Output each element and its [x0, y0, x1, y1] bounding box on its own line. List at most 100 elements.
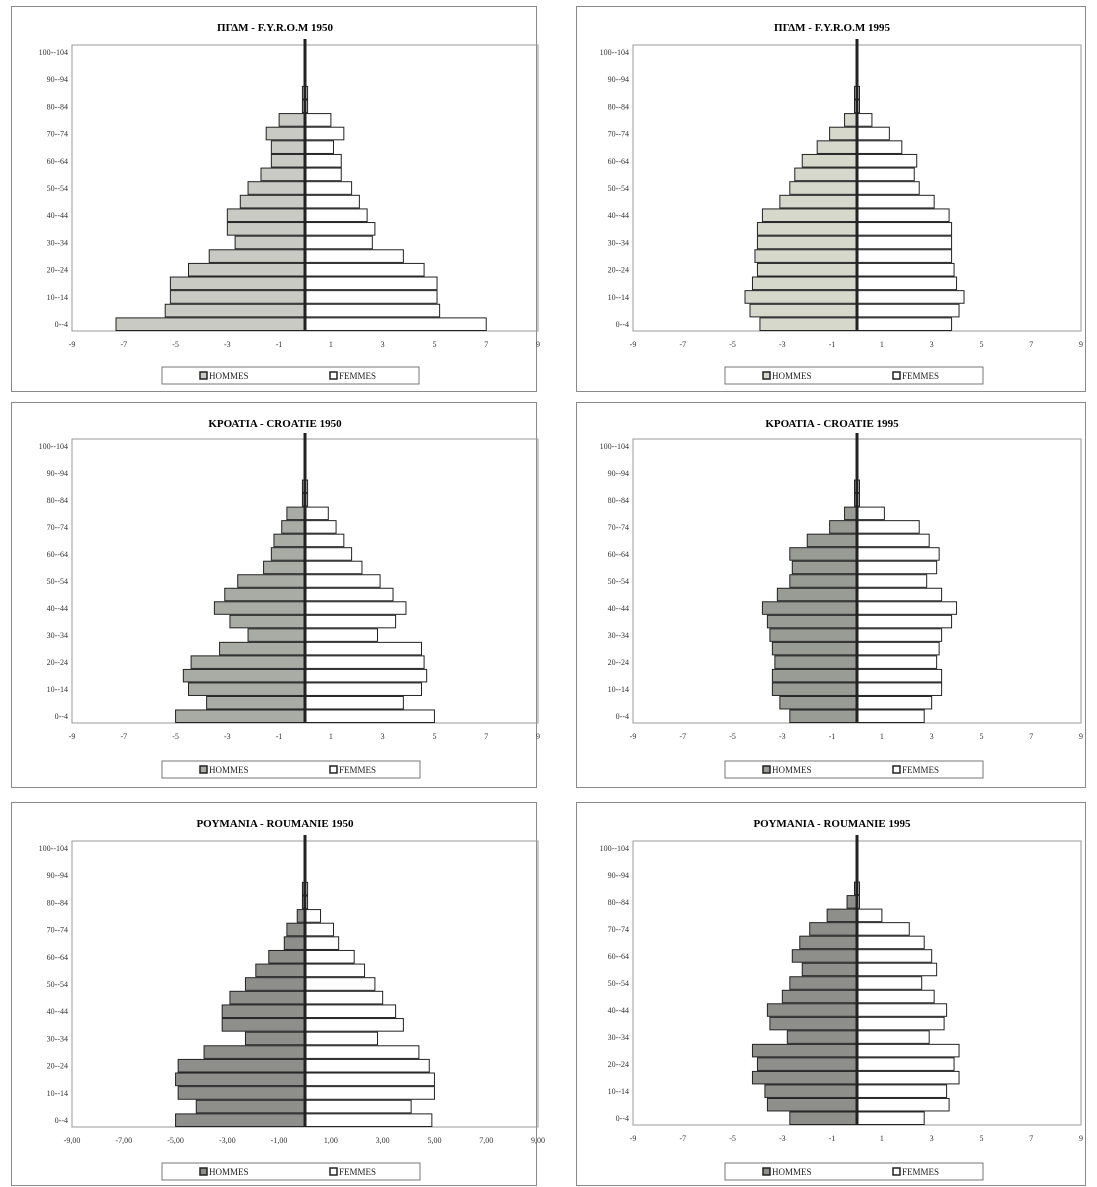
bar-hommes-75--79	[286, 506, 306, 521]
bar-hommes-5--9	[766, 1097, 858, 1112]
bar-hommes-30--34	[234, 235, 306, 250]
legend-swatch	[762, 765, 771, 774]
bar-hommes-65--69	[799, 935, 858, 950]
bar-hommes-35--39	[766, 614, 858, 629]
x-tick-label: -7,00	[115, 1136, 132, 1145]
y-tick-label: 50--54	[608, 979, 629, 988]
y-tick-label: 20--24	[608, 1060, 629, 1069]
y-tick-label: 40--44	[47, 1007, 68, 1016]
bar-hommes-30--34	[769, 628, 858, 642]
y-tick-label: 40--44	[608, 604, 629, 613]
x-tick-label: 9	[536, 732, 540, 741]
legend-label: FEMMES	[902, 765, 939, 775]
x-tick-label: -1,00	[271, 1136, 288, 1145]
bar-hommes-50--54	[247, 181, 306, 195]
y-tick-label: 100--104	[600, 844, 629, 853]
bar-hommes-25--29	[751, 1043, 858, 1058]
x-tick-label: -7	[120, 340, 127, 349]
bar-femmes-40--44	[304, 1004, 397, 1019]
bar-femmes-50--54	[856, 181, 920, 195]
bar-femmes-50--54	[304, 977, 376, 991]
legend-box	[161, 760, 421, 779]
bar-hommes-15--19	[751, 276, 858, 291]
bar-hommes-45--49	[781, 989, 858, 1004]
y-tick-label: 20--24	[47, 658, 68, 667]
bar-femmes-10--14	[856, 682, 943, 696]
x-tick-label: -5	[172, 340, 179, 349]
bar-hommes-75--79	[844, 506, 858, 521]
bar-hommes-45--49	[229, 990, 306, 1005]
chart-panel-croatie-1995: ΚΡΟΑΤΙΑ - CROATIE 1995 0--4 10--14 20--24 30…	[576, 402, 1086, 788]
bar-hommes-35--39	[226, 222, 306, 236]
y-tick-label: 0--4	[55, 712, 68, 721]
y-tick-label: 50--54	[47, 184, 68, 193]
bar-femmes-5--9	[856, 1097, 950, 1112]
legend-label: FEMMES	[339, 1167, 376, 1177]
bar-femmes-20--24	[304, 262, 425, 277]
x-tick-label: 3	[381, 732, 385, 741]
bar-hommes-55--59	[801, 962, 858, 977]
pyramid-chart: ΚΡΟΑΤΙΑ - CROATIE 1950 0--4 10--14 20--24 30…	[39, 418, 540, 779]
y-tick-label: 80--84	[47, 102, 68, 111]
bar-hommes-0--4	[789, 1111, 858, 1126]
y-tick-label: 90--94	[47, 75, 68, 84]
bar-femmes-40--44	[304, 601, 407, 615]
y-tick-label: 60--64	[608, 157, 629, 166]
x-tick-label: -3	[224, 340, 231, 349]
y-tick-label: 80--84	[608, 898, 629, 907]
bar-femmes-20--24	[856, 655, 938, 669]
x-tick-label: 3	[930, 340, 934, 349]
bar-hommes-35--39	[769, 1016, 858, 1031]
legend-swatch	[762, 371, 771, 380]
x-tick-label: 3	[381, 340, 385, 349]
bar-hommes-40--44	[761, 601, 858, 615]
legend-swatch	[892, 1167, 901, 1176]
bar-femmes-5--9	[304, 1099, 412, 1114]
bar-hommes-65--69	[816, 140, 858, 154]
bar-femmes-15--19	[856, 276, 958, 291]
x-tick-label: -1	[829, 1134, 836, 1143]
x-tick-label: -3	[779, 732, 786, 741]
y-tick-label: 10--14	[47, 293, 68, 302]
y-tick-label: 90--94	[47, 469, 68, 478]
x-tick-label: -7	[679, 732, 686, 741]
bar-hommes-10--14	[188, 682, 306, 696]
bar-hommes-20--24	[756, 262, 858, 277]
bar-femmes-15--19	[304, 668, 428, 683]
x-tick-label: 9	[1079, 340, 1083, 349]
chart-title: ΡΟΥΜΑΝΙΑ - ROUMANIE 1950	[196, 818, 354, 830]
y-tick-label: 40--44	[608, 211, 629, 220]
bar-femmes-65--69	[304, 140, 334, 154]
x-tick-label: 5	[432, 732, 436, 741]
legend-label: HOMMES	[772, 1167, 812, 1177]
bar-femmes-65--69	[856, 140, 903, 154]
bar-femmes-75--79	[304, 506, 329, 521]
bar-hommes-60--64	[270, 153, 306, 168]
bar-hommes-45--49	[779, 194, 858, 209]
y-tick-label: 60--64	[47, 157, 68, 166]
bar-hommes-70--74	[829, 520, 858, 534]
bar-hommes-30--34	[244, 1031, 306, 1046]
bar-hommes-15--19	[175, 1072, 306, 1087]
bar-hommes-0--4	[759, 317, 858, 331]
bar-hommes-50--54	[789, 976, 858, 990]
bar-femmes-65--69	[856, 533, 930, 548]
bar-hommes-20--24	[188, 262, 306, 277]
y-tick-label: 100--104	[600, 442, 629, 451]
y-tick-label: 0--4	[55, 1116, 68, 1125]
bar-hommes-55--59	[791, 560, 858, 575]
bar-hommes-10--14	[169, 290, 306, 304]
bar-femmes-70--74	[856, 520, 920, 534]
legend-swatch	[199, 765, 208, 774]
x-tick-label: -5,00	[167, 1136, 184, 1145]
legend-box	[161, 1162, 421, 1181]
bar-hommes-35--39	[229, 614, 306, 629]
bar-hommes-70--74	[809, 922, 858, 936]
bar-hommes-65--69	[283, 936, 306, 950]
chart-panel-roumanie-1950: ΡΟΥΜΑΝΙΑ - ROUMANIE 1950 0--4 10--14 20--24…	[11, 802, 545, 1186]
x-tick-label: -9	[630, 732, 637, 741]
y-tick-label: 90--94	[47, 871, 68, 880]
y-tick-label: 60--64	[47, 550, 68, 559]
bar-hommes-10--14	[177, 1086, 306, 1100]
x-tick-label: 7,00	[479, 1136, 493, 1145]
